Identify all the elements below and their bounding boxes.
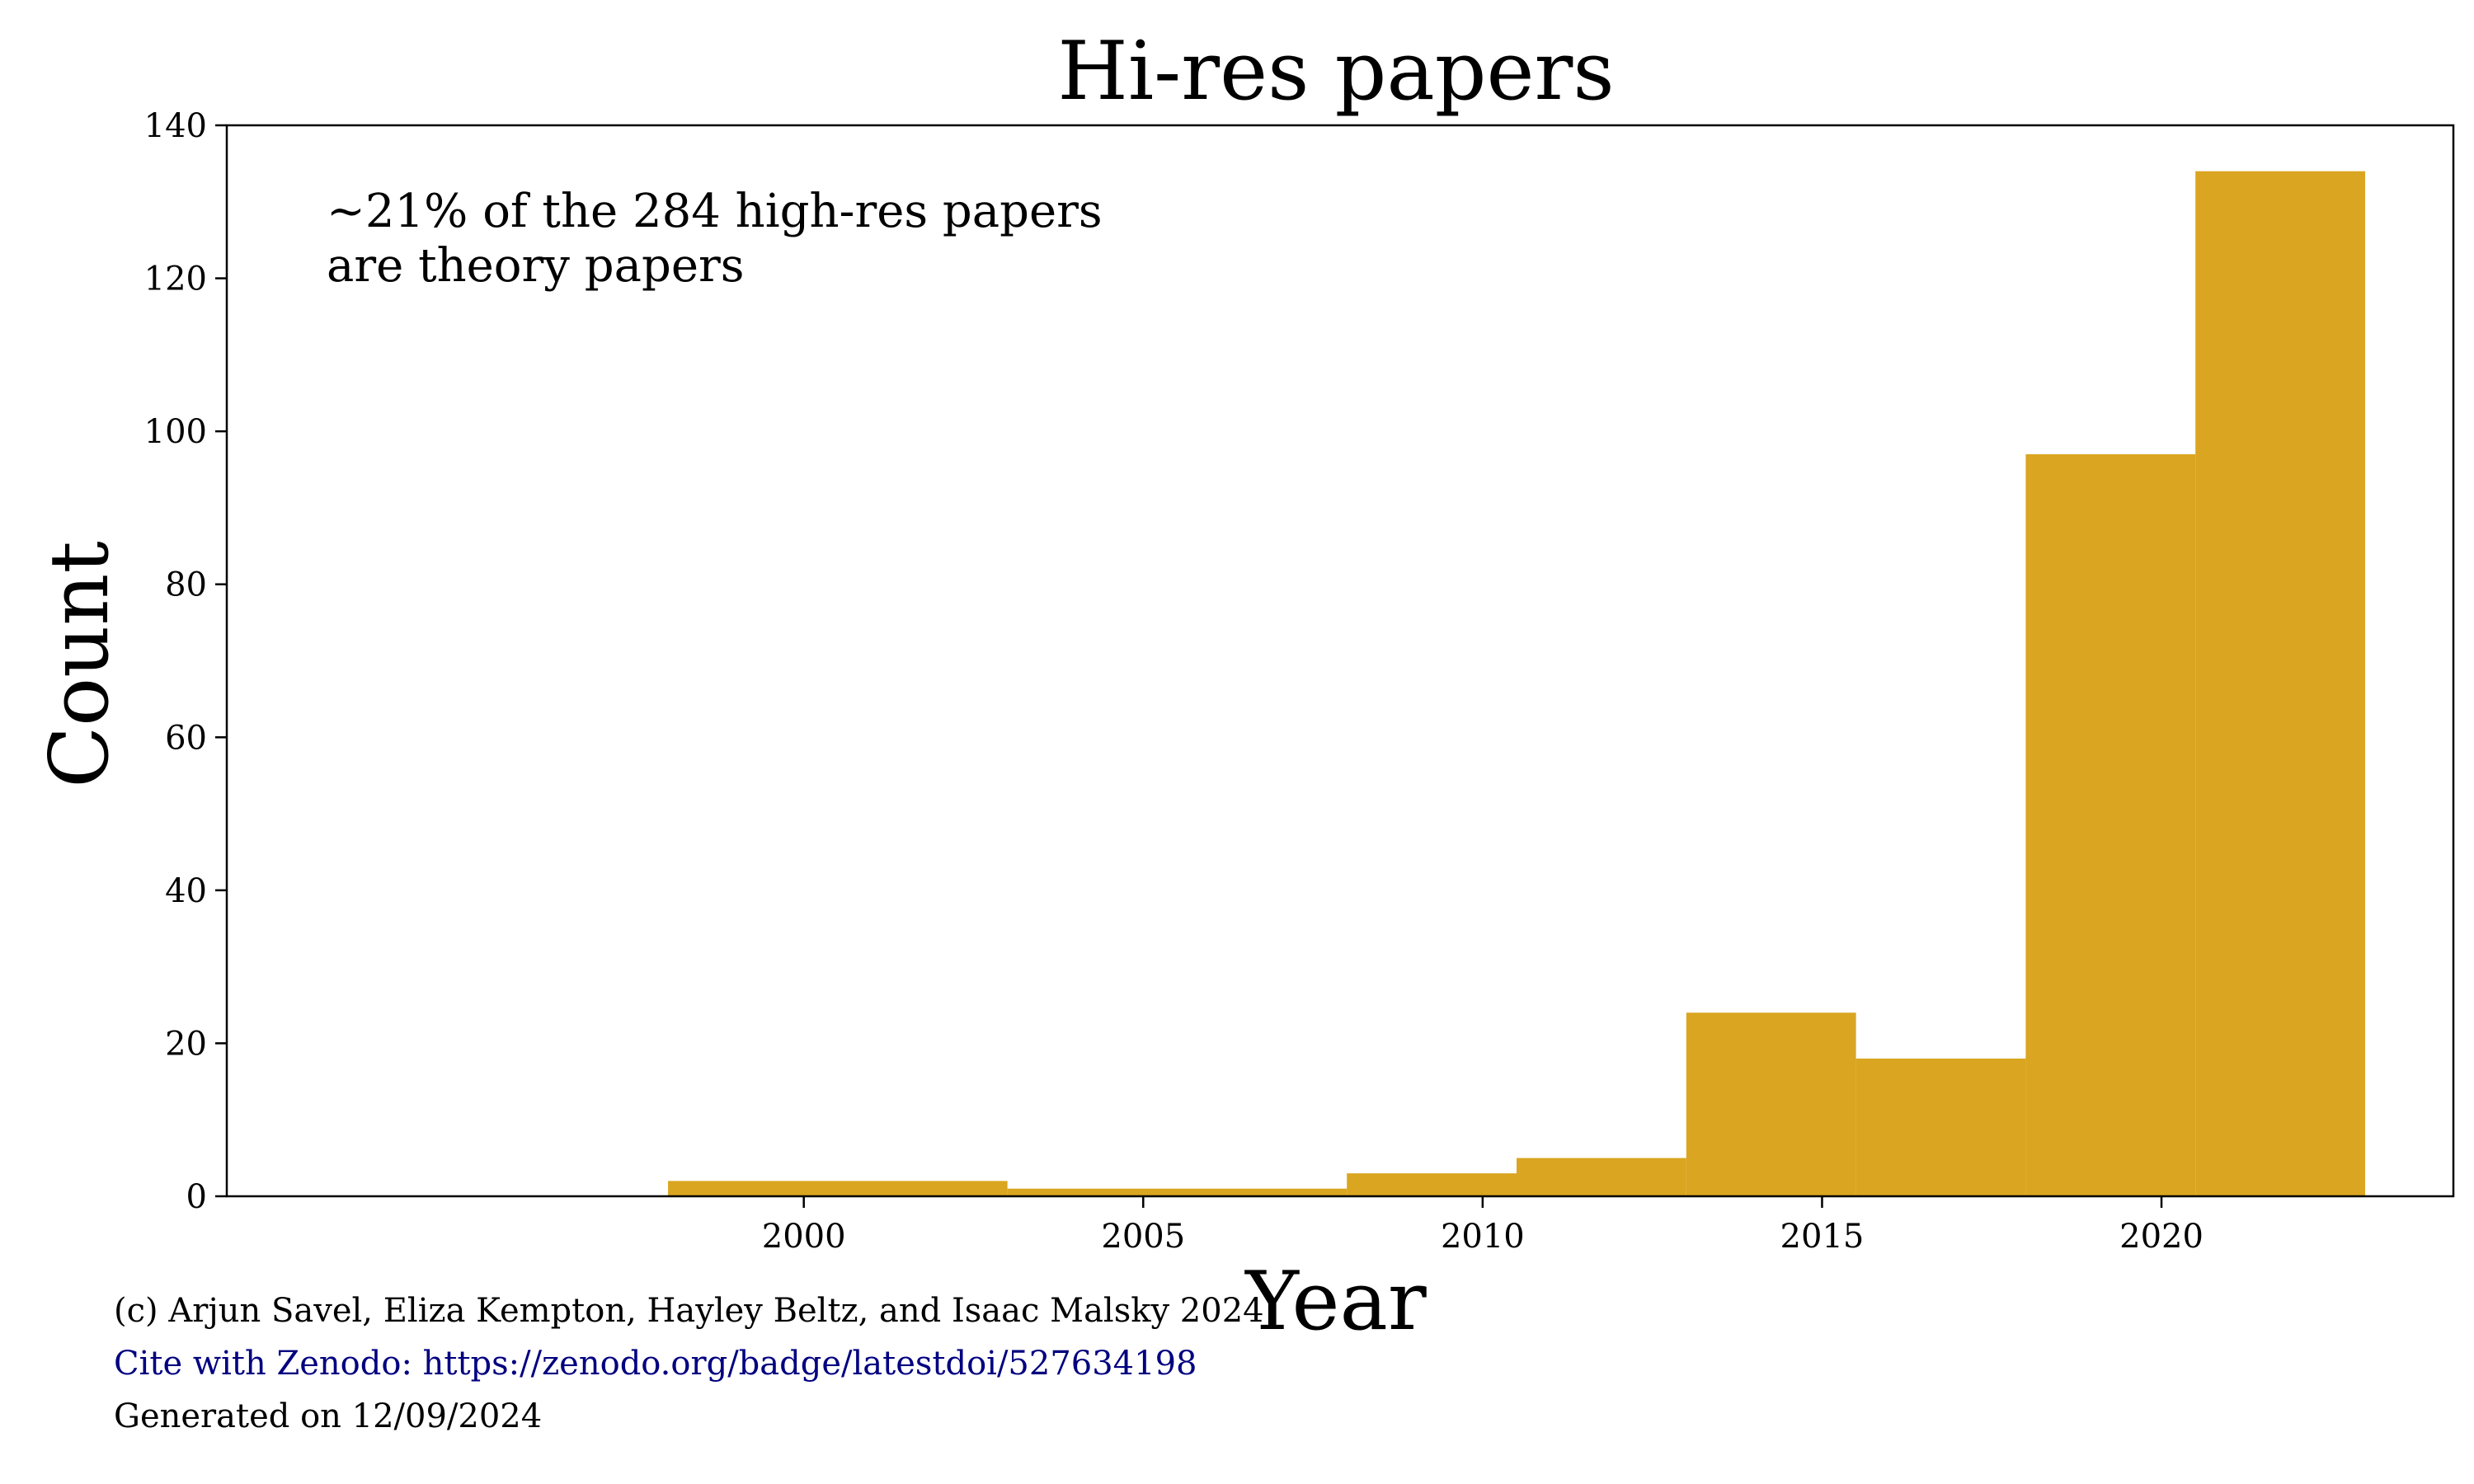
y-tick-label: 100: [144, 413, 207, 451]
x-tick-label: 2010: [1441, 1218, 1525, 1256]
x-axis-label: Year: [1244, 1255, 1427, 1349]
x-tick-label: 2020: [2119, 1218, 2204, 1256]
zenodo-cite-link[interactable]: Cite with Zenodo: https://zenodo.org/bad…: [114, 1345, 1197, 1383]
x-tick-label: 2015: [1780, 1218, 1865, 1256]
annotation-text: ~21% of the 284 high-res papers are theo…: [327, 185, 1117, 293]
bars-layer: [668, 171, 2365, 1197]
y-axis-label: Count: [33, 541, 127, 788]
histogram-bar-5: [1686, 1012, 1856, 1196]
y-tick-label: 40: [165, 872, 207, 910]
y-tick-label: 140: [144, 107, 207, 145]
histogram-bar-7: [2025, 453, 2196, 1196]
x-axis-ticks: 2000 2005 2010 2015 2020: [762, 1196, 2204, 1256]
y-tick-label: 80: [165, 566, 207, 604]
histogram-bar-3: [1347, 1173, 1517, 1196]
histogram-bar-1: [668, 1181, 1008, 1196]
plot-frame: [225, 124, 2455, 1198]
y-axis-ticks: 0 20 40 60 80 100 120 140: [144, 107, 227, 1216]
copyright-line: (c) Arjun Savel, Eliza Kempton, Hayley B…: [114, 1292, 1264, 1330]
annotation-line-1: ~21% of the 284 high-res papers: [327, 185, 1103, 238]
histogram-bar-4: [1517, 1158, 1686, 1196]
histogram-bar-6: [1856, 1058, 2026, 1196]
y-tick-label: 120: [144, 261, 207, 298]
y-tick-label: 0: [186, 1178, 207, 1216]
chart-title: Hi-res papers: [1057, 25, 1614, 119]
x-tick-label: 2005: [1101, 1218, 1185, 1256]
x-tick-label: 2000: [762, 1218, 846, 1256]
annotation-line-2: are theory papers: [327, 239, 744, 293]
y-tick-label: 20: [165, 1025, 207, 1063]
histogram-bar-8: [2195, 171, 2365, 1197]
generated-date: Generated on 12/09/2024: [114, 1397, 543, 1435]
y-tick-label: 60: [165, 719, 207, 757]
histogram-bar-2: [1007, 1188, 1348, 1196]
